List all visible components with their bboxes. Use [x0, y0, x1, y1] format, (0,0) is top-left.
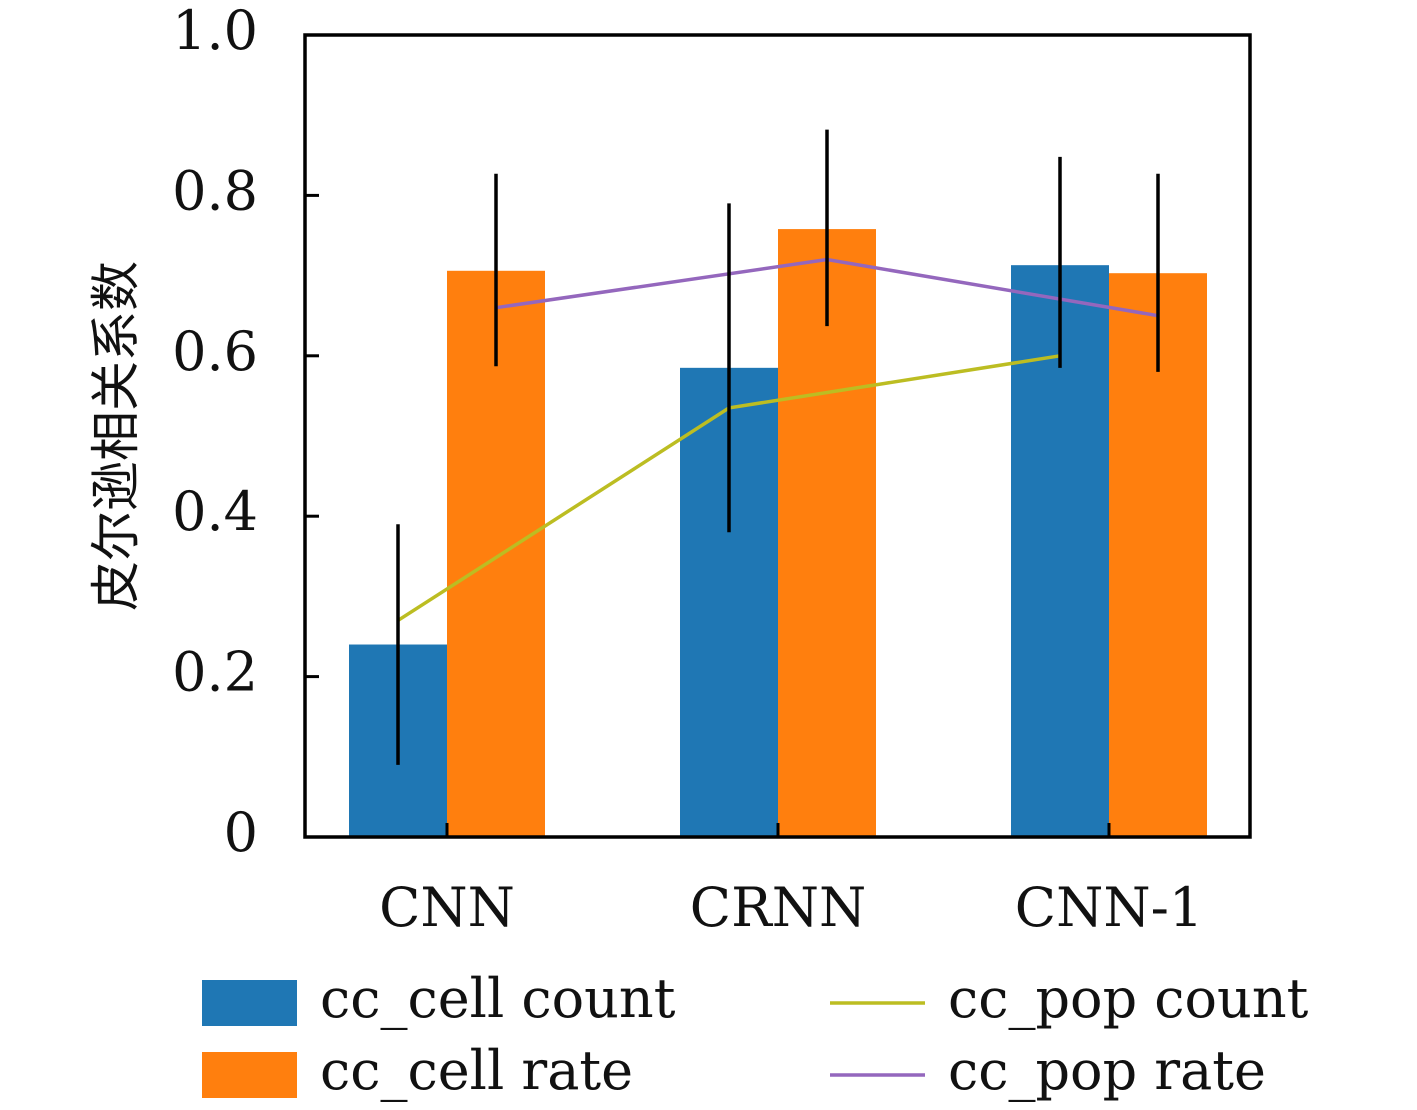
legend-label-cc-pop-count: cc_pop count	[948, 967, 1309, 1030]
legend-label-cc-cell-rate: cc_cell rate	[320, 1039, 633, 1102]
x-tick-label: CNN	[379, 876, 515, 939]
legend-swatch-cc-cell-rate	[202, 1052, 297, 1098]
legend-label-cc-pop-rate: cc_pop rate	[948, 1039, 1266, 1102]
x-tick-label: CNN-1	[1015, 876, 1203, 939]
y-axis-label: 皮尔逊相关系数	[87, 261, 145, 611]
legend-swatch-cc-cell-count	[202, 980, 297, 1026]
y-tick-label: 0.8	[172, 159, 258, 222]
legend-label-cc-cell-count: cc_cell count	[320, 967, 676, 1030]
legend: cc_cell count cc_cell rate cc_pop count cc_…	[202, 967, 1309, 1102]
plot-area: 0 0.2 0.4 0.6 0.8 1.0 CNN CRNN CNN-1	[172, 0, 1252, 939]
y-tick-label: 1.0	[172, 0, 258, 62]
y-tick-label: 0.2	[172, 641, 258, 704]
y-tick-label: 0.6	[172, 320, 258, 383]
y-tick-label: 0	[224, 801, 258, 864]
x-tick-label: CRNN	[690, 876, 866, 939]
y-tick-label: 0.4	[172, 480, 258, 543]
bar-cc-cell-rate-CRNN	[778, 229, 876, 838]
